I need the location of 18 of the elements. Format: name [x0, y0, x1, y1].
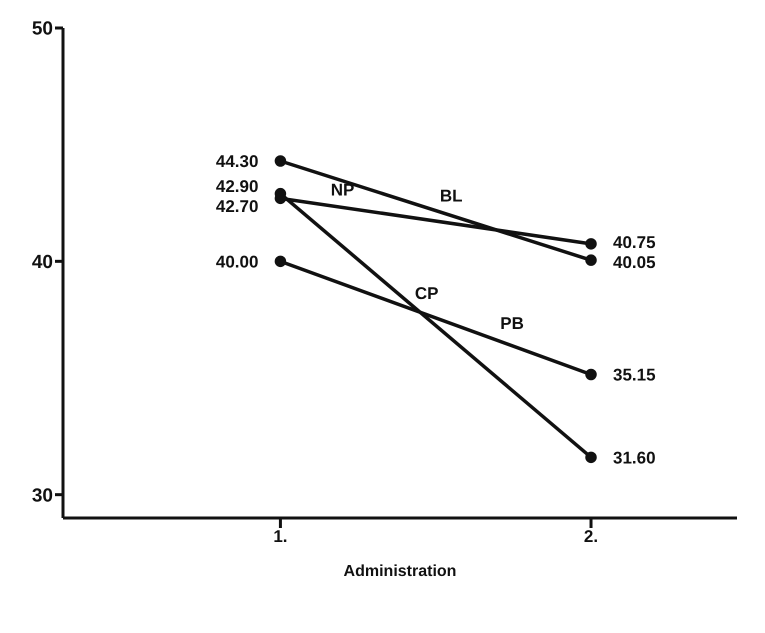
x-tick-label: 1.: [273, 527, 288, 546]
data-label: 40.75: [613, 233, 656, 252]
data-label: 31.60: [613, 448, 656, 468]
series-label: CP: [414, 284, 438, 304]
data-label: 40.05: [613, 253, 656, 272]
data-label: 44.30: [216, 152, 258, 171]
data-label: 42.70: [216, 197, 258, 216]
y-tick-label: 50: [32, 18, 53, 40]
y-tick-label: 30: [32, 485, 53, 506]
data-label: 35.15: [613, 366, 656, 384]
data-label: 42.90: [216, 177, 258, 196]
data-label: 40.00: [216, 252, 258, 272]
x-axis-title: Administration: [344, 563, 456, 580]
series-label: NP: [330, 180, 354, 200]
series-label: BL: [440, 186, 463, 206]
series-label: PB: [500, 314, 524, 333]
x-tick-label: 2.: [584, 527, 598, 546]
y-tick-label: 40: [32, 252, 53, 274]
